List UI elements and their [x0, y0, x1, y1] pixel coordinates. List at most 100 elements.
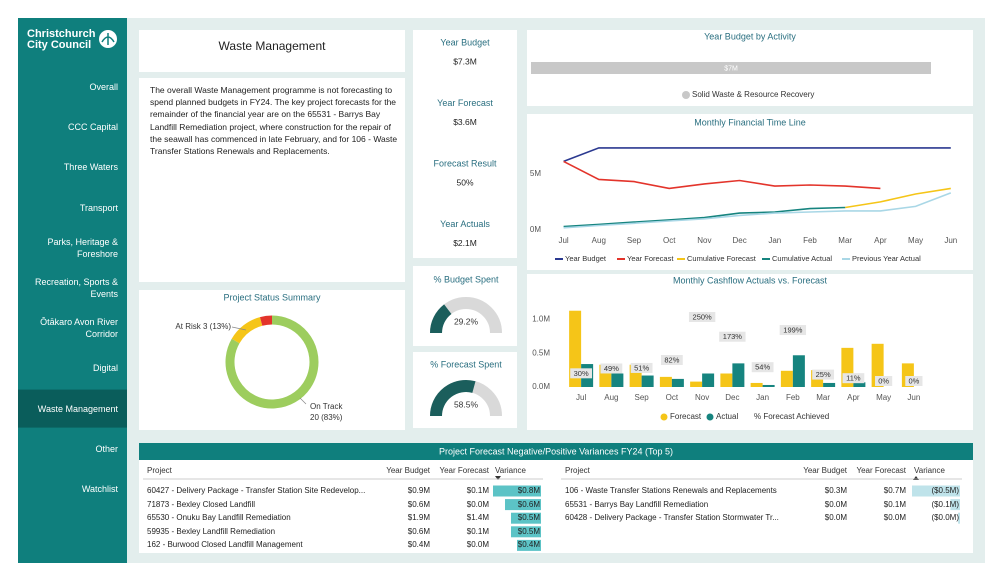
label-box — [842, 373, 865, 384]
leader-line — [299, 397, 307, 405]
legend-label: Cumulative Forecast — [687, 254, 757, 263]
variance-bar — [950, 499, 960, 511]
cell-project: 65531 - Barrys Bay Landfill Remediation — [565, 499, 709, 509]
data-label: 82% — [664, 355, 679, 364]
cell-variance: $0.5M — [517, 513, 540, 523]
x-tick-label: May — [876, 393, 891, 402]
nav-item[interactable]: Recreation, Sports & Events — [34, 277, 118, 299]
cell-forecast: $0.7M — [883, 486, 906, 495]
nav-item[interactable]: Transport — [79, 202, 118, 213]
label-box — [600, 363, 623, 374]
data-label: 30% — [574, 369, 589, 378]
bar — [823, 382, 836, 387]
variance-bar — [912, 485, 960, 497]
gauge-label: 29.2% — [454, 316, 479, 326]
cell-project: 60427 - Delivery Package - Transfer Stat… — [147, 486, 366, 495]
x-tick-label: May — [908, 236, 923, 245]
slice-value: 3 (13%) — [203, 322, 231, 331]
cell-budget: $0.0M — [824, 499, 847, 509]
nav-item[interactable]: Watchlist — [81, 484, 118, 494]
cell-forecast: $0.1M — [883, 499, 906, 509]
line-panel — [527, 114, 973, 270]
y-tick-label: 0.0M — [532, 382, 550, 391]
x-tick-label: Oct — [666, 393, 679, 402]
bar — [671, 378, 684, 387]
x-tick-label: Dec — [725, 393, 739, 402]
nav-item[interactable]: Parks, Heritage & Foreshore — [47, 236, 118, 259]
x-tick-label: Jun — [944, 236, 957, 245]
cell-variance: $0.8M — [517, 486, 540, 495]
data-label: 51% — [634, 363, 649, 372]
label-box — [660, 355, 683, 366]
bar — [659, 376, 672, 387]
label-box — [779, 325, 807, 336]
bar — [569, 310, 582, 387]
nav-item[interactable]: Ōtākaro Avon River Corridor — [40, 317, 118, 340]
bar — [611, 373, 624, 387]
cell-forecast: $0.0M — [466, 499, 489, 509]
cell-variance: ($0.0M) — [931, 513, 959, 523]
cell-project: 60428 - Delivery Package - Transfer Stat… — [565, 513, 779, 523]
x-tick-label: Aug — [604, 393, 618, 402]
data-label: 0% — [908, 376, 919, 385]
cell-budget: $0.3M — [824, 486, 847, 495]
column-header: Project — [565, 466, 590, 475]
label-box — [875, 376, 893, 386]
x-tick-label: Aug — [592, 236, 606, 245]
nav-item[interactable]: Waste Management — [37, 403, 118, 414]
bar — [641, 375, 654, 387]
column-header: Year Budget — [386, 466, 430, 475]
chart-title: Monthly Financial Time Line — [694, 117, 806, 127]
x-tick-label: Nov — [697, 236, 711, 245]
table-header-bar — [139, 443, 973, 460]
variance-bar — [511, 526, 541, 538]
x-tick-label: Apr — [874, 236, 887, 245]
legend-label: Actual — [716, 412, 738, 421]
bar — [720, 373, 733, 387]
cell-project: 106 - Waste Transfer Stations Renewals a… — [565, 486, 777, 495]
nav-item[interactable]: Overall — [89, 82, 118, 92]
bar — [780, 370, 793, 387]
nav-item[interactable]: Other — [95, 443, 118, 454]
kpi-panel — [413, 30, 517, 258]
x-tick-label: Oct — [663, 236, 676, 245]
nav-item[interactable]: Digital — [92, 363, 118, 374]
kpi-label: Year Forecast — [437, 98, 493, 108]
line-series — [563, 147, 951, 163]
data-label: 11% — [846, 374, 861, 383]
variance-bar — [517, 539, 541, 551]
x-tick-label: Dec — [732, 236, 746, 245]
column-header: Variance — [495, 466, 526, 475]
legend-marker — [706, 413, 714, 421]
y-tick-label: 0.5M — [532, 348, 550, 357]
variance-bar — [511, 512, 541, 524]
legend-label: Cumulative Actual — [772, 254, 832, 263]
kpi-label: Year Actuals — [440, 219, 490, 229]
legend-label: Year Budget — [565, 254, 607, 263]
description: The overall Waste Management programme i… — [150, 85, 398, 157]
nav-item[interactable]: Three Waters — [63, 162, 118, 173]
cell-budget: $0.4M — [407, 540, 430, 550]
cell-budget: $1.9M — [407, 513, 430, 523]
bar — [702, 373, 715, 387]
x-tick-label: Mar — [816, 393, 830, 402]
data-label: 0% — [878, 376, 889, 385]
y-tick-label: 0M — [530, 225, 541, 234]
nav-active — [18, 389, 127, 428]
label-box — [570, 368, 593, 379]
x-tick-label: Feb — [803, 236, 817, 245]
x-tick-label: Jun — [907, 393, 920, 402]
x-tick-label: Jan — [756, 393, 769, 402]
sort-indicator — [495, 476, 501, 480]
variance-bar — [493, 485, 541, 497]
cashflow-panel — [527, 274, 973, 430]
column-header: Variance — [914, 466, 945, 475]
x-tick-label: Jul — [558, 236, 568, 245]
label-box — [719, 331, 746, 342]
bar — [732, 363, 745, 387]
leader-line — [231, 326, 247, 331]
nav-item[interactable]: CCC Capital — [67, 122, 118, 133]
x-tick-label: Jul — [576, 393, 586, 402]
cell-variance: ($0.1M) — [931, 499, 959, 509]
donut-slice — [259, 315, 273, 326]
